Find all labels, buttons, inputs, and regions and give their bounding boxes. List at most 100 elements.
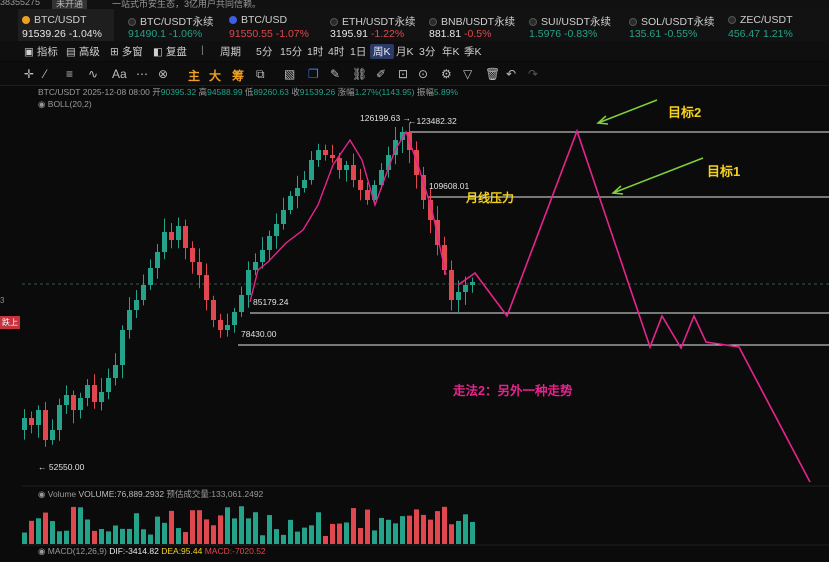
candle-body[interactable]	[155, 252, 160, 268]
candle-body[interactable]	[358, 180, 363, 190]
link-icon[interactable]: ⛓	[352, 67, 368, 81]
target1-label[interactable]: 目标1	[707, 164, 741, 179]
replay-button[interactable]: ◧ 复盘	[153, 44, 187, 59]
candle-body[interactable]	[99, 392, 104, 402]
ticker-sui-usdt-perp[interactable]: SUI/USDT永续 1.5976 -0.83%	[529, 9, 621, 41]
candle-body[interactable]	[470, 282, 475, 285]
candle-body[interactable]	[85, 385, 90, 398]
undo-icon[interactable]: ↶	[506, 67, 517, 81]
candle-body[interactable]	[190, 248, 195, 262]
candle-body[interactable]	[281, 210, 286, 224]
candle-body[interactable]	[463, 285, 468, 292]
wave-tool-icon[interactable]: ∿	[88, 67, 99, 81]
ticker-zec-usdt[interactable]: ZEC/USDT 456.47 1.21%	[728, 9, 828, 41]
ticker-btc-usdt-perp[interactable]: BTC/USDT永续 91490.1 -1.06%	[128, 9, 228, 41]
eye-icon[interactable]: ◉	[38, 546, 48, 556]
period-1d[interactable]: 1日	[350, 46, 367, 58]
candle-body[interactable]	[302, 180, 307, 188]
line-tool-icon[interactable]: ⁄	[44, 67, 47, 81]
period-1M[interactable]: 月K	[396, 46, 414, 58]
copy-icon[interactable]: ❐	[308, 67, 319, 81]
candle-body[interactable]	[295, 188, 300, 196]
candle-body[interactable]	[127, 310, 132, 330]
alert-icon[interactable]: ⊙	[418, 67, 429, 81]
badge[interactable]: 未开通	[52, 0, 88, 9]
candle-body[interactable]	[134, 300, 139, 310]
candle-body[interactable]	[393, 140, 398, 155]
candle-body[interactable]	[148, 268, 153, 285]
settings-icon[interactable]: ⚙	[441, 67, 452, 81]
redo-icon[interactable]: ↷	[528, 67, 539, 81]
candle-body[interactable]	[71, 395, 76, 410]
candle-body[interactable]	[456, 292, 461, 300]
candle-body[interactable]	[260, 250, 265, 262]
candle-body[interactable]	[106, 378, 111, 392]
target1-arrow[interactable]	[612, 157, 704, 194]
measure-tool-icon[interactable]: ⋯	[136, 67, 148, 81]
candle-body[interactable]	[365, 190, 370, 200]
candle-body[interactable]	[50, 430, 55, 440]
candle-body[interactable]	[386, 155, 391, 170]
monthly-pressure-label[interactable]: 月线压力	[466, 191, 515, 205]
ticker-btc-usdt[interactable]: BTC/USDT 91539.26 -1.04%	[18, 9, 114, 41]
period-4h[interactable]: 4时	[328, 46, 345, 58]
candle-body[interactable]	[78, 398, 83, 410]
crosshair-icon[interactable]: ✛	[24, 67, 35, 81]
candle-body[interactable]	[197, 262, 202, 275]
candle-body[interactable]	[400, 132, 405, 140]
big-toggle[interactable]: 大	[209, 69, 222, 83]
ticker-sol-usdt-perp[interactable]: SOL/USDT永续 135.61 -0.55%	[629, 9, 721, 41]
boll-indicator[interactable]: ◉ BOLL(20,2)	[38, 99, 92, 110]
candle-body[interactable]	[330, 155, 335, 158]
candle-body[interactable]	[421, 175, 426, 200]
candle-body[interactable]	[288, 196, 293, 210]
candle-body[interactable]	[113, 365, 118, 378]
period-3m[interactable]: 3分	[419, 46, 436, 58]
candle-body[interactable]	[379, 170, 384, 185]
candle-body[interactable]	[232, 312, 237, 325]
candle-body[interactable]	[22, 418, 27, 430]
candle-body[interactable]	[351, 165, 356, 180]
candle-body[interactable]	[246, 270, 251, 295]
candle-body[interactable]	[64, 395, 69, 405]
candle-body[interactable]	[323, 150, 328, 155]
candle-body[interactable]	[253, 262, 258, 270]
candle-body[interactable]	[204, 275, 209, 300]
clone-icon[interactable]: ⧉	[256, 67, 265, 81]
period-quarter[interactable]: 季K	[464, 46, 482, 58]
candle-body[interactable]	[372, 185, 377, 200]
target2-arrow[interactable]	[597, 99, 658, 124]
candle-body[interactable]	[309, 160, 314, 180]
marker-icon[interactable]: ✐	[376, 67, 387, 81]
hide-tool-icon[interactable]: ⊗	[158, 67, 169, 81]
projection-wave-line[interactable]	[457, 128, 811, 483]
candle-body[interactable]	[162, 232, 167, 252]
period-1w[interactable]: 周K	[370, 44, 394, 59]
candle-body[interactable]	[120, 330, 125, 365]
ticker-btc-usd[interactable]: BTC/USD 91550.55 -1.07%	[229, 9, 329, 41]
hline-tool-icon[interactable]: ≡	[66, 67, 74, 81]
period-1h[interactable]: 1时	[307, 46, 324, 58]
text-tool-icon[interactable]: Aa	[112, 67, 127, 81]
period-15m[interactable]: 15分	[280, 46, 303, 58]
target2-label[interactable]: 目标2	[668, 105, 702, 120]
candle-body[interactable]	[183, 226, 188, 248]
period-1y[interactable]: 年K	[442, 46, 460, 58]
candle-body[interactable]	[211, 300, 216, 320]
period-5m[interactable]: 5分	[256, 46, 273, 58]
candle-body[interactable]	[169, 232, 174, 240]
candle-body[interactable]	[449, 270, 454, 300]
multi-window-button[interactable]: ⊞ 多窗	[110, 44, 143, 59]
candle-body[interactable]	[57, 405, 62, 430]
candle-body[interactable]	[344, 165, 349, 170]
filter-icon[interactable]: ▽	[463, 67, 473, 81]
candle-body[interactable]	[141, 285, 146, 300]
main-indicator-toggle[interactable]: 主	[188, 69, 201, 83]
candle-body[interactable]	[92, 385, 97, 402]
advanced-button[interactable]: ▤ 高级	[66, 44, 100, 59]
history-wave-line[interactable]	[249, 130, 447, 303]
candle-body[interactable]	[428, 200, 433, 220]
eye-icon[interactable]: ◉	[38, 489, 48, 499]
candle-body[interactable]	[267, 236, 272, 250]
